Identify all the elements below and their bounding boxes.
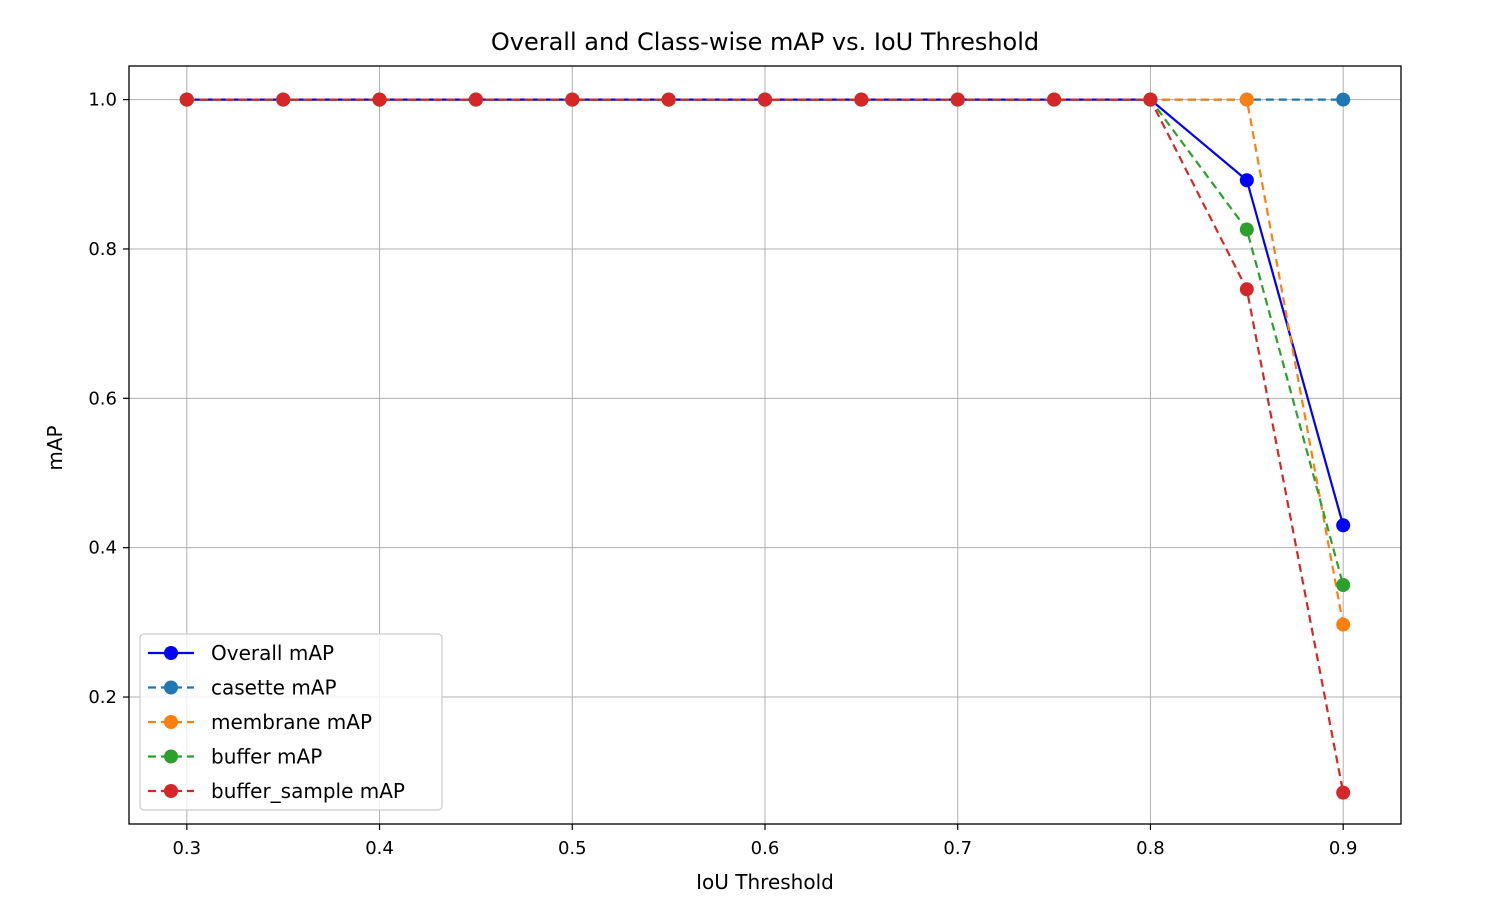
data-point	[1336, 617, 1351, 632]
y-tick-label: 1.0	[88, 90, 117, 111]
data-point	[1047, 92, 1062, 107]
y-tick-label: 0.4	[88, 538, 117, 559]
legend-label: buffer mAP	[211, 745, 322, 769]
legend-label: Overall mAP	[211, 641, 334, 665]
legend-marker	[164, 646, 178, 660]
data-point	[661, 92, 676, 107]
data-point	[1239, 222, 1254, 237]
x-tick-label: 0.4	[365, 838, 394, 859]
data-point	[1143, 92, 1158, 107]
legend: Overall mAP casette mAP membrane mAP buffer…	[139, 633, 443, 811]
legend-marker	[164, 715, 178, 729]
y-tick-label: 0.8	[88, 239, 117, 260]
series-5	[179, 92, 1351, 800]
data-point	[758, 92, 772, 107]
legend-entry: buffer_sample mAP	[148, 779, 405, 803]
data-point	[565, 92, 580, 107]
x-tick-label: 0.7	[943, 838, 972, 859]
x-tick-label: 0.9	[1329, 838, 1358, 859]
legend-marker	[164, 749, 178, 764]
data-point	[468, 92, 483, 107]
series-layer	[179, 92, 1351, 800]
data-point	[1336, 518, 1351, 533]
y-tick-label: 0.2	[88, 687, 117, 708]
legend-marker	[164, 680, 178, 695]
y-axis-label: mAP	[43, 425, 67, 470]
legend-marker	[164, 784, 178, 798]
data-point	[854, 92, 869, 107]
data-point	[1336, 785, 1351, 800]
data-point	[276, 92, 291, 107]
legend-label: buffer_sample mAP	[211, 779, 405, 803]
legend-entry: Overall mAP	[148, 641, 334, 665]
x-tick-label: 0.8	[1136, 838, 1165, 859]
legend-box	[139, 633, 443, 811]
data-point	[1239, 282, 1254, 297]
data-point	[1239, 173, 1254, 188]
x-tick-label: 0.5	[558, 838, 587, 859]
ticks: 0.3 0.4 0.5 0.6 0.7 0.8 0.9 0.2 0.4 0.6 0.8 1.0	[88, 90, 1357, 859]
x-tick-label: 0.3	[172, 838, 201, 859]
data-point	[1239, 92, 1254, 107]
data-point	[1336, 92, 1351, 107]
data-point	[950, 92, 965, 107]
data-point	[372, 92, 387, 107]
chart-title: Overall and Class-wise mAP vs. IoU Thres…	[491, 28, 1039, 56]
x-tick-label: 0.6	[751, 838, 780, 859]
data-point	[1336, 578, 1351, 593]
y-tick-label: 0.6	[88, 388, 117, 409]
legend-entry: casette mAP	[148, 676, 337, 700]
legend-label: casette mAP	[211, 676, 337, 700]
legend-entry: membrane mAP	[148, 710, 372, 734]
legend-entry: buffer mAP	[148, 745, 322, 769]
legend-label: membrane mAP	[211, 710, 372, 734]
data-point	[179, 92, 194, 107]
x-axis-label: IoU Threshold	[696, 870, 834, 894]
